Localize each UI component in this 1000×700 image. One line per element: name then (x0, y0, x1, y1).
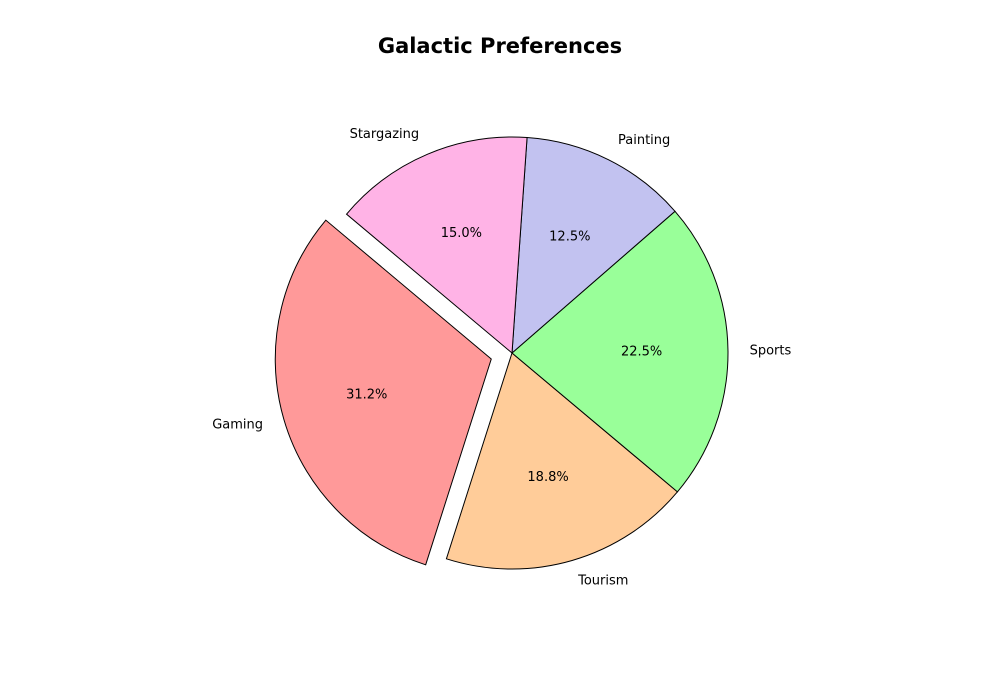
pct-label-stargazing: 15.0% (441, 226, 482, 241)
pie-slice-painting (511, 136, 676, 355)
pie-slice-sports (511, 210, 729, 493)
chart-title: Galactic Preferences (377, 34, 623, 58)
slice-label-sports: Sports (750, 343, 792, 358)
pct-label-tourism: 18.8% (527, 470, 568, 485)
pie-slice-gaming (274, 219, 492, 566)
pct-label-gaming: 31.2% (346, 388, 387, 403)
pie-slice-stargazing (345, 136, 528, 355)
pct-label-painting: 12.5% (549, 230, 590, 245)
pie-slice-tourism (445, 352, 679, 570)
slice-label-tourism: Tourism (577, 574, 628, 589)
pct-label-sports: 22.5% (621, 344, 662, 359)
slice-label-painting: Painting (618, 133, 670, 148)
slice-label-gaming: Gaming (212, 418, 263, 433)
slice-label-stargazing: Stargazing (350, 127, 420, 142)
